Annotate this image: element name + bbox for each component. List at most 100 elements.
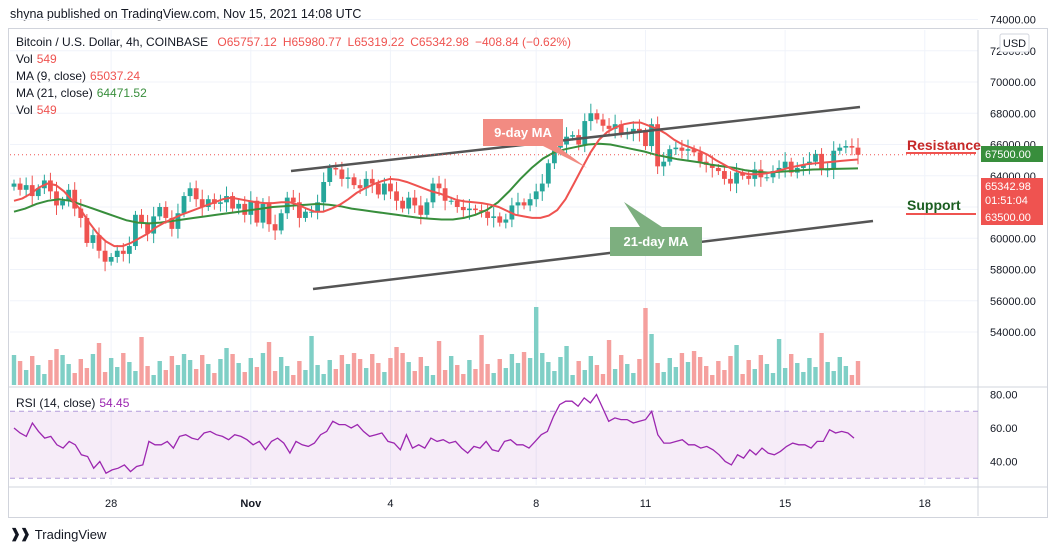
volume-bar (248, 358, 254, 385)
candle-body (515, 202, 521, 206)
volume-bar (139, 337, 144, 385)
rsi-tick-label: 60.00 (990, 423, 1018, 435)
price-tick-label: 70000.00 (990, 77, 1036, 89)
candle-body (709, 164, 715, 168)
time-tick-label: 28 (105, 498, 117, 510)
volume-bar (691, 351, 697, 385)
volume-bar (151, 375, 156, 385)
volume-bar (606, 340, 612, 385)
volume-bar (370, 354, 375, 385)
volume-bar (655, 363, 660, 385)
published-line: shyna published on TradingView.com, Nov … (10, 7, 362, 21)
volume-bar (23, 370, 29, 385)
volume-bar (108, 358, 114, 385)
candle-body (618, 124, 624, 134)
candle-body (303, 211, 308, 218)
volume-bar (485, 364, 490, 385)
volume-bar (540, 353, 545, 385)
volume-bar (303, 370, 308, 385)
candle-body (460, 207, 466, 211)
candle-body (661, 161, 667, 167)
volume-bar (855, 361, 861, 385)
volume-bar (746, 360, 751, 385)
time-tick-label: 15 (779, 498, 791, 510)
volume-bar (193, 369, 199, 385)
volume-bar (789, 354, 794, 385)
volume-bar (30, 356, 35, 385)
ma21-legend[interactable]: MA (21, close) 64471.52 (16, 86, 147, 100)
ma9-legend[interactable]: MA (9, close) 65037.24 (16, 69, 140, 83)
volume-bar (115, 367, 120, 385)
candle-body (260, 203, 266, 223)
volume-bar (667, 358, 672, 385)
vol-value: 549 (36, 52, 57, 66)
volume-bar (491, 373, 496, 385)
volume-bar (570, 375, 575, 385)
volume-bar (424, 366, 430, 385)
rsi-label: RSI (14, close) (16, 396, 96, 410)
candle-body (643, 132, 648, 147)
volume-bar (722, 370, 727, 385)
volume-bar (285, 366, 290, 385)
footer-brand[interactable]: ❱❱ TradingView (10, 526, 106, 542)
support-price-tag-text: 63500.00 (985, 212, 1031, 224)
symbol-legend: Bitcoin / U.S. Dollar, 4h, COINBASE O657… (16, 35, 577, 49)
candle-body (800, 164, 806, 168)
volume-bar (169, 356, 175, 385)
candle-body (48, 180, 53, 192)
vol-legend[interactable]: Vol 549 (16, 52, 57, 66)
candle-body (679, 147, 685, 151)
volume-bar (631, 373, 636, 385)
volume-bar (157, 361, 162, 385)
candle-body (412, 197, 418, 206)
rsi-legend[interactable]: RSI (14, close) 54.45 (16, 396, 129, 410)
candle-body (278, 213, 284, 231)
ma21-callout-label: 21-day MA (623, 234, 689, 249)
candle-body (120, 250, 126, 254)
candle-body (582, 121, 588, 145)
rsi-value: 54.45 (99, 396, 130, 410)
candle-body (327, 167, 333, 182)
volume-bar (782, 368, 788, 385)
volume-bar (831, 371, 836, 385)
volume-bar (133, 371, 138, 385)
candle-body (388, 183, 393, 192)
volume-bar (357, 359, 363, 385)
candle-body (740, 172, 746, 176)
volume-bar (552, 371, 557, 385)
volume-bar (448, 356, 454, 385)
candle-body (715, 167, 721, 172)
ma21-label: MA (21, close) (16, 86, 93, 100)
volume-bar (218, 359, 223, 385)
volume-bar (400, 353, 405, 385)
volume-bar (740, 374, 745, 385)
rsi-tick-label: 80.00 (990, 390, 1018, 402)
candle-body (205, 199, 211, 207)
candle-body (855, 147, 861, 155)
volume-bar (825, 362, 830, 385)
vol-label: Vol (16, 52, 33, 66)
vol2-legend[interactable]: Vol 549 (16, 103, 57, 117)
candle-body (218, 202, 223, 204)
volume-bar (224, 348, 229, 385)
candle-body (533, 191, 539, 200)
candle-body (321, 182, 327, 203)
candle-body (734, 172, 739, 184)
candle-body (102, 250, 108, 262)
volume-bar (339, 355, 345, 385)
volume-bar (363, 368, 369, 385)
time-tick-label: 18 (919, 498, 931, 510)
symbol-title[interactable]: Bitcoin / U.S. Dollar, 4h, COINBASE (16, 35, 209, 49)
volume-bar (66, 364, 71, 385)
volume-bar (260, 353, 266, 385)
volume-bar (795, 363, 800, 385)
volume-bar (48, 360, 53, 385)
candle-body (400, 200, 406, 209)
candle-body (363, 178, 369, 189)
volume-bar (272, 371, 278, 385)
ma9-label: MA (9, close) (16, 69, 87, 83)
volume-bar (479, 335, 484, 385)
candle-body (558, 144, 563, 148)
ohlc-close: C65342.98 (410, 35, 469, 49)
candle-body (23, 185, 29, 190)
